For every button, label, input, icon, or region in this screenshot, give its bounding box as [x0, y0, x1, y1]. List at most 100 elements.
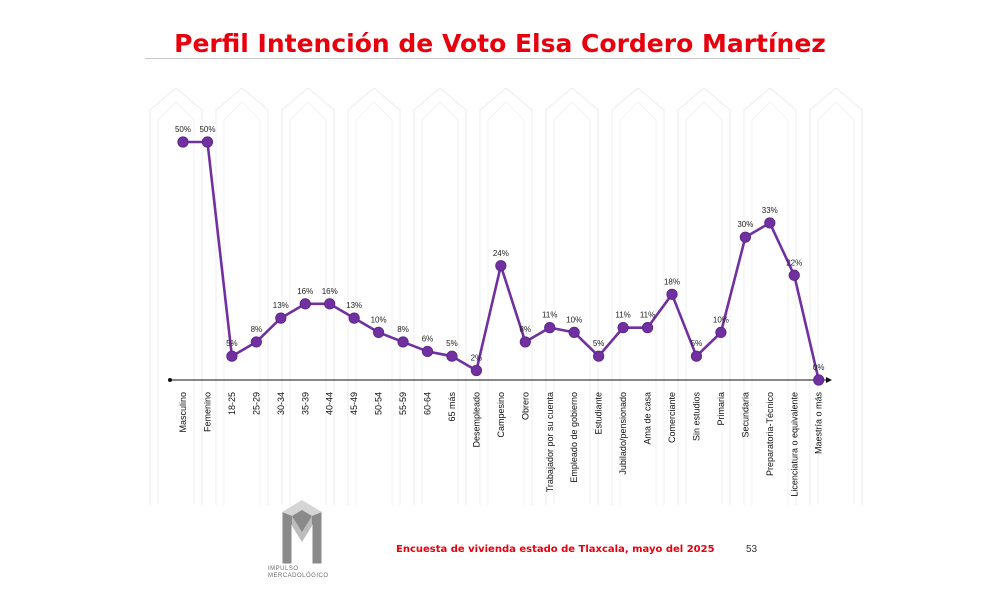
- data-point: [348, 312, 360, 324]
- x-tick-label: Preparatoria-Técnico: [765, 392, 775, 476]
- pattern-frame: [479, 87, 533, 505]
- data-label: 33%: [762, 206, 778, 215]
- logo-line-1: IMPULSO: [268, 566, 299, 572]
- data-point: [324, 298, 336, 310]
- x-tick-label: Secundaria: [740, 392, 750, 438]
- data-label: 50%: [175, 125, 191, 134]
- data-point: [226, 350, 238, 362]
- pattern-frame: [677, 87, 731, 505]
- x-tick-label: 18-25: [227, 392, 237, 415]
- data-label: 10%: [566, 315, 582, 324]
- x-tick-label: Comerciante: [667, 392, 677, 443]
- chart-title: Perfil Intención de Voto Elsa Cordero Ma…: [174, 29, 826, 58]
- data-point: [690, 350, 703, 362]
- data-point: [764, 217, 776, 229]
- x-tick-label: Obrero: [520, 392, 530, 420]
- data-label: 11%: [640, 311, 655, 320]
- data-labels: 50% 50% 5% 8% 13% 16% 16% 13% 10% 8% 6% 5% 2% 24% 8% 11…: [175, 125, 824, 372]
- data-point: [788, 269, 800, 281]
- data-label: 8%: [397, 325, 409, 334]
- logo-line-2: MERCADOLÓGICO: [268, 573, 329, 579]
- pattern-frame: [611, 87, 665, 505]
- data-point: [495, 260, 507, 272]
- data-label: 11%: [615, 311, 630, 320]
- pattern-frame: [347, 87, 401, 505]
- x-tick-label: 25-29: [251, 392, 261, 415]
- data-label: 50%: [199, 125, 215, 134]
- data-label: 2%: [471, 353, 483, 362]
- data-label: 5%: [593, 339, 605, 348]
- data-label: 10%: [371, 315, 387, 324]
- data-point: [446, 350, 458, 362]
- x-tick-label: 65 más: [447, 392, 457, 422]
- data-label: 22%: [786, 258, 802, 267]
- data-label: 18%: [664, 277, 680, 286]
- impulso-logo: [281, 499, 323, 565]
- data-point: [568, 326, 580, 338]
- pattern-frame: [817, 101, 855, 505]
- data-label: 16%: [322, 287, 338, 296]
- x-tick-labels: Masculino Femenino 18-25 25-29 30-34 35-39 40-…: [178, 392, 824, 497]
- x-tick-label: Maestría o más: [814, 392, 824, 455]
- survey-source: Encuesta de vivienda estado de Tlaxcala,…: [396, 544, 715, 555]
- data-point: [715, 326, 727, 338]
- x-tick-label: Estudiante: [594, 392, 604, 435]
- data-point: [250, 336, 262, 348]
- data-label: 10%: [713, 315, 729, 324]
- x-tick-label: 35-39: [300, 392, 310, 415]
- pattern-frame: [809, 87, 863, 505]
- x-tick-label: 30-34: [276, 392, 286, 415]
- pattern-frame: [751, 101, 789, 505]
- pattern-frame: [157, 101, 195, 505]
- data-point: [544, 322, 556, 334]
- x-axis-start-dot: [168, 378, 172, 382]
- x-tick-label: Masculino: [178, 392, 188, 433]
- x-tick-label: 45-49: [349, 392, 359, 415]
- pattern-frame: [487, 101, 525, 505]
- data-label: 16%: [297, 287, 313, 296]
- data-label: 6%: [422, 334, 434, 343]
- pattern-frame: [289, 101, 327, 505]
- data-point: [641, 322, 654, 334]
- data-point: [617, 322, 629, 334]
- x-tick-label: Trabajador por su cuenta: [545, 392, 555, 492]
- data-point: [397, 336, 409, 348]
- logo-caption: IMPULSO MERCADOLÓGICO: [268, 566, 329, 580]
- x-tick-label: 55-59: [398, 392, 408, 415]
- x-tick-label: 50-54: [374, 392, 384, 415]
- pattern-frame: [545, 87, 599, 505]
- data-label: 8%: [251, 325, 263, 334]
- x-tick-label: Licenciatura o equivalente: [789, 392, 799, 497]
- pattern-frame: [619, 101, 657, 505]
- x-tick-label: Sin estudios: [691, 392, 701, 442]
- x-tick-label: Empleado de gobierno: [569, 392, 579, 483]
- x-tick-label: 60-64: [423, 392, 433, 415]
- data-label: 13%: [346, 301, 362, 310]
- data-label: 5%: [226, 339, 238, 348]
- data-point: [421, 345, 434, 358]
- pattern-frame: [413, 87, 467, 505]
- data-point: [470, 364, 482, 377]
- data-label: 24%: [493, 249, 509, 258]
- x-axis: [168, 377, 832, 383]
- series-layer: [177, 136, 825, 386]
- title-divider: [145, 58, 800, 59]
- x-tick-label: Ama de casa: [643, 392, 653, 445]
- data-point: [201, 136, 214, 148]
- x-tick-label: Primaria: [716, 392, 726, 426]
- x-tick-label: Femenino: [202, 392, 212, 432]
- pattern-frame: [355, 101, 393, 505]
- data-label: 8%: [520, 325, 532, 334]
- pattern-frame: [553, 101, 591, 505]
- pattern-frame: [421, 101, 459, 505]
- data-point: [275, 312, 287, 324]
- pattern-frame: [149, 87, 203, 505]
- data-point: [177, 136, 189, 148]
- background-pattern: [149, 87, 863, 505]
- data-point: [299, 298, 311, 310]
- x-tick-label: Campesino: [496, 392, 506, 438]
- data-point: [813, 374, 825, 386]
- data-point: [519, 336, 531, 348]
- x-tick-label: Desempleado: [471, 392, 481, 448]
